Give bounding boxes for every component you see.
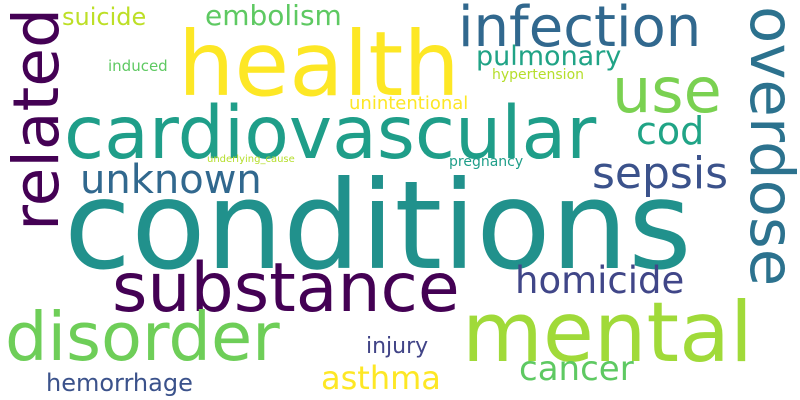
word-induced: induced [108, 57, 168, 75]
word-embolism: embolism [205, 0, 342, 32]
word-injury: injury [366, 334, 429, 359]
word-pulmonary: pulmonary [476, 41, 622, 72]
word-hypertension: hypertension [492, 67, 585, 83]
word-pregnancy: pregnancy [449, 154, 524, 170]
word-disorder: disorder [5, 298, 280, 376]
word-underlying-cause: underlying_cause [207, 154, 295, 165]
word-substance: substance [112, 249, 460, 328]
word-suicide: suicide [62, 3, 147, 31]
word-overdose: overdose [736, 6, 800, 287]
word-cardiovascular: cardiovascular [64, 91, 597, 176]
word-use: use [612, 54, 722, 127]
word-infection: infection [458, 0, 702, 60]
word-mental: mental [462, 284, 753, 381]
word-hemorrhage: hemorrhage [46, 369, 193, 397]
word-unknown: unknown [80, 157, 262, 203]
word-related: related [0, 8, 73, 231]
word-cancer: cancer [519, 349, 634, 389]
word-asthma: asthma [321, 359, 441, 397]
word-cod: cod [636, 109, 705, 153]
word-health: health [178, 12, 460, 116]
word-homicide: homicide [515, 259, 685, 302]
word-sepsis: sepsis [592, 148, 728, 199]
word-conditions: conditions [64, 155, 692, 297]
word-unintentional: unintentional [349, 93, 469, 114]
